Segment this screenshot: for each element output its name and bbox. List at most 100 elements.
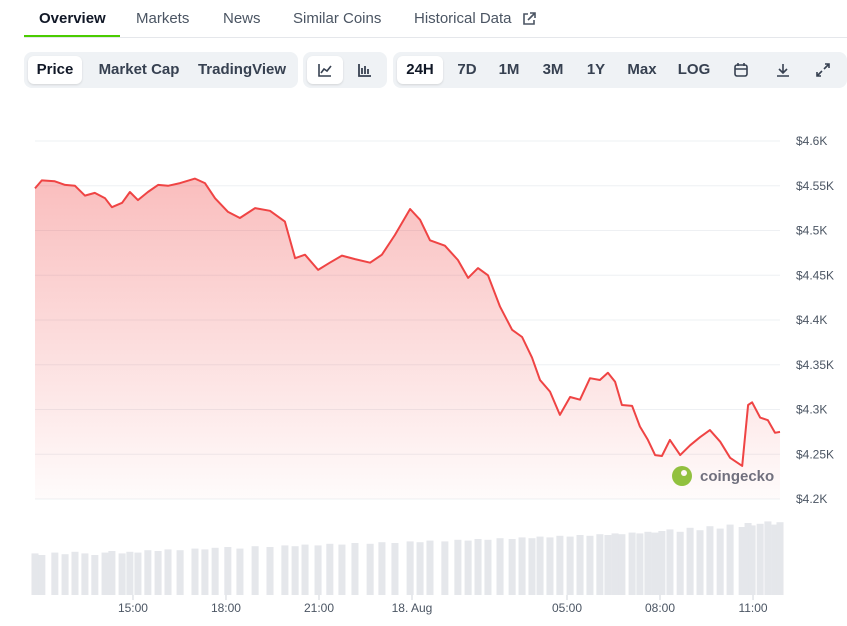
range-button[interactable]: 1Y	[586, 61, 606, 78]
volume-bar	[416, 542, 424, 595]
volume-bar	[118, 553, 126, 595]
volume-bar	[528, 538, 536, 595]
icon	[734, 63, 748, 77]
view-button[interactable]: TradingView	[197, 61, 287, 78]
tab[interactable]: Markets	[136, 10, 190, 27]
volume-bar	[366, 543, 374, 595]
chart-style-group	[303, 52, 387, 88]
volume-bar	[596, 534, 604, 595]
volume-bar	[764, 521, 772, 595]
volume-bar	[556, 535, 564, 595]
volume-bar	[236, 548, 244, 595]
volume-bar	[191, 548, 199, 595]
volume-bar	[484, 539, 492, 595]
y-tick-label: $4.4K	[796, 313, 827, 327]
line-chart-button[interactable]	[307, 56, 343, 84]
volume-bar	[716, 528, 724, 595]
y-tick-label: $4.2K	[796, 492, 827, 506]
view-button[interactable]: Price	[28, 56, 82, 84]
volume-bar	[126, 551, 134, 595]
price-line	[34, 177, 781, 467]
x-tick-label: 11:00	[738, 601, 767, 615]
range-button[interactable]: 24H	[397, 56, 443, 84]
volume-bar	[426, 540, 434, 595]
volume-bar	[474, 539, 482, 595]
volume-bar	[224, 547, 232, 595]
volume-bar	[686, 527, 694, 595]
volume-bar	[406, 541, 414, 595]
volume-bar	[291, 546, 299, 595]
y-tick-label: $4.45K	[796, 268, 834, 282]
volume-bar	[748, 525, 756, 595]
volume-bar	[644, 531, 652, 595]
volume-bar	[756, 523, 764, 595]
range-button[interactable]: 7D	[457, 61, 477, 78]
volume-bar	[391, 543, 399, 595]
volume-bar	[771, 524, 779, 595]
tab[interactable]: Similar Coins	[293, 10, 382, 27]
y-tick-label: $4.55K	[796, 179, 834, 193]
range-button[interactable]: 1M	[498, 61, 520, 78]
volume-bar	[144, 550, 152, 595]
volume-bar	[454, 539, 462, 595]
volume-bar	[738, 527, 746, 595]
volume-bar	[211, 547, 219, 595]
volume-bar	[134, 552, 142, 595]
tab[interactable]: Overview	[39, 10, 106, 27]
range-button[interactable]: Max	[627, 61, 657, 78]
volume-bar	[351, 543, 359, 595]
y-tick-label: $4.25K	[796, 447, 834, 461]
y-tick-label: $4.6K	[796, 134, 827, 148]
view-button[interactable]: Market Cap	[98, 61, 180, 78]
volume-bar	[338, 544, 346, 595]
volume-bar	[51, 552, 59, 595]
volume-bar	[611, 533, 619, 595]
range-group: 24H 7D 1M 3M 1Y Max LOG	[393, 52, 847, 88]
volume-bar	[618, 534, 626, 595]
volume-bar	[536, 536, 544, 595]
volume-bar	[776, 522, 784, 595]
y-tick-label: $4.5K	[796, 224, 827, 238]
volume-bar	[201, 549, 209, 595]
candle-chart-button[interactable]	[347, 56, 383, 84]
volume-bar	[636, 533, 644, 595]
volume-bar	[628, 532, 636, 595]
x-tick-label: 05:00	[552, 601, 582, 615]
volume-bar	[604, 535, 612, 595]
volume-bar	[576, 535, 584, 595]
volume-bar	[91, 555, 99, 595]
view-group: Price Market Cap TradingView	[24, 52, 298, 88]
volume-bar	[464, 540, 472, 595]
calendar-button[interactable]	[725, 56, 757, 84]
tab[interactable]: News	[223, 10, 261, 27]
volume-bar	[496, 538, 504, 595]
icon	[358, 64, 371, 77]
volume-bar	[266, 547, 274, 595]
volume-bar	[586, 535, 594, 595]
x-tick-label: 18. Aug	[392, 601, 433, 615]
volume-bar	[314, 545, 322, 595]
volume-bar	[61, 554, 69, 595]
volume-bar	[726, 524, 734, 595]
volume-bar	[546, 537, 554, 595]
volume-bar	[326, 543, 334, 595]
volume-bar	[666, 529, 674, 595]
volume-bar	[154, 551, 162, 595]
volume-bar	[251, 546, 259, 595]
icon	[777, 64, 789, 77]
download-button[interactable]	[767, 56, 799, 84]
fullscreen-button[interactable]	[807, 56, 839, 84]
volume-bar	[566, 536, 574, 595]
x-tick-label: 18:00	[211, 601, 241, 615]
volume-bar	[31, 553, 39, 595]
range-button[interactable]: LOG	[677, 61, 711, 78]
x-tick-label: 15:00	[118, 601, 148, 615]
icon	[816, 63, 830, 77]
volume-bar	[176, 550, 184, 595]
tab-underline	[24, 35, 120, 37]
price-area	[35, 178, 780, 499]
range-button[interactable]: 3M	[542, 61, 564, 78]
tab[interactable]: Historical Data	[414, 10, 512, 27]
volume-bar	[658, 531, 666, 595]
